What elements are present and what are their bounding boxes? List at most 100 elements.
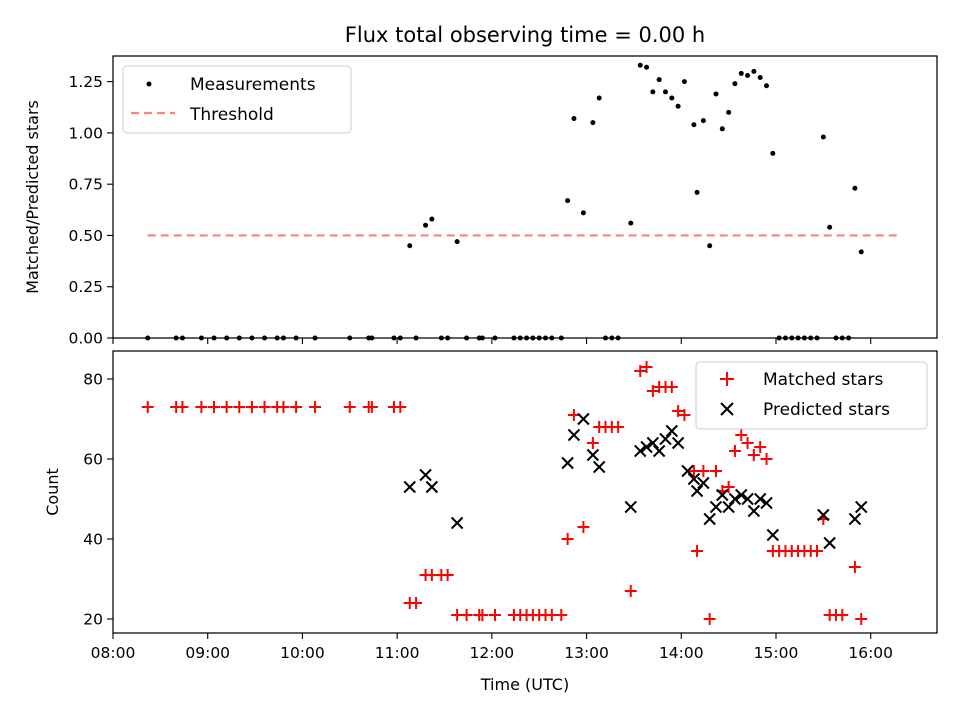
legend-threshold-label: Threshold [189, 105, 274, 125]
matched-star-point [195, 401, 208, 413]
measurement-point [738, 70, 744, 76]
matched-star-point [460, 609, 473, 621]
measurement-point [700, 118, 706, 124]
chart-title: Flux total observing time = 0.00 h [345, 23, 705, 47]
measurement-point [770, 150, 776, 156]
matched-star-point [754, 441, 767, 453]
legend-measurements-marker [146, 81, 152, 87]
bottom-axes-frame [112, 350, 938, 634]
predicted-star-point [592, 460, 606, 474]
bottom-xtick-label: 14:00 [659, 644, 704, 662]
predicted-star-point [747, 504, 761, 518]
measurement-point [707, 243, 713, 249]
bottom-xtick-label: 08:00 [91, 644, 136, 662]
measurement-point [644, 64, 650, 70]
measurement-point [827, 224, 833, 230]
bottom-xtick-label: 11:00 [375, 644, 420, 662]
matched-star-point [245, 401, 258, 413]
predicted-star-point [722, 500, 735, 514]
predicted-star-point [735, 488, 748, 502]
measurement-point [656, 77, 662, 83]
matched-star-point [678, 409, 691, 421]
predicted-star-point [634, 444, 647, 458]
measurement-point [565, 198, 571, 204]
matched-star-point [586, 437, 599, 449]
matched-star-point [722, 481, 735, 493]
matched-star-point [747, 449, 760, 461]
measurement-point [675, 103, 681, 109]
measurement-point [454, 239, 460, 245]
measurement-point [407, 243, 413, 249]
measurement-point [858, 249, 864, 255]
top-ytick-label: 0.00 [68, 330, 103, 348]
measurement-point [726, 109, 732, 115]
predicted-star-point [760, 496, 773, 510]
measurement-point [820, 134, 826, 140]
predicted-star-point [681, 464, 694, 478]
predicted-star-point [848, 512, 862, 526]
measurement-point [852, 185, 858, 191]
matched-star-point [290, 401, 303, 413]
matched-star-point [848, 561, 861, 573]
measurement-point [637, 62, 643, 68]
predicted-star-point [403, 480, 416, 494]
predicted-star-point [567, 428, 581, 442]
legend-matched-label: Matched stars [763, 370, 883, 390]
predicted-star-point [709, 500, 723, 514]
predicted-star-point [716, 488, 729, 502]
measurement-point [757, 75, 763, 81]
measurement-point [596, 95, 602, 101]
matched-star-point [441, 569, 454, 581]
matched-star-point [646, 385, 659, 397]
top-panel: 0.00 0.25 0.50 0.75 1.00 1.25 Matched/Predict… [23, 55, 938, 348]
legend-measurements-label: Measurements [190, 75, 316, 95]
matched-star-point [855, 613, 868, 625]
predicted-star-point [425, 480, 439, 494]
legend-predicted-marker [720, 402, 734, 416]
predicted-star-point [671, 436, 685, 450]
predicted-star-point [817, 508, 830, 522]
top-y-ticks: 0.00 0.25 0.50 0.75 1.00 1.25 [68, 73, 872, 348]
matched-star-point [343, 401, 356, 413]
bottom-panel: 20 40 60 80 08:00 09:00 10:00 11:00 12:00 13:00 1… [43, 350, 938, 694]
measurement-point [745, 72, 751, 78]
predicted-star-point [687, 472, 701, 486]
matched-star-point [640, 361, 653, 373]
bottom-y-axis-label: Count [43, 468, 62, 516]
matched-star-point [624, 585, 637, 597]
measurement-point [691, 122, 697, 128]
bottom-xtick-label: 12:00 [470, 644, 515, 662]
predicted-star-point [703, 512, 716, 526]
matched-star-point [612, 421, 625, 433]
bottom-y-ticks: 20 40 60 80 [83, 371, 113, 629]
predicted-star-point [652, 444, 666, 458]
predicted-star-point [690, 484, 704, 498]
matched-star-point [567, 409, 580, 421]
measurement-point [580, 210, 586, 216]
matched-star-point [634, 365, 647, 377]
measurement-point [732, 81, 738, 87]
measurement-point [628, 220, 634, 226]
x-axis-label: Time (UTC) [480, 675, 569, 694]
bottom-ytick-label: 80 [83, 371, 103, 389]
predicted-star-point [624, 500, 637, 514]
matched-star-point [741, 437, 754, 449]
top-ytick-label: 0.75 [68, 176, 103, 194]
top-axes-frame [112, 55, 938, 339]
matched-star-point [555, 609, 568, 621]
measurement-point [694, 189, 700, 195]
predicted-star-point [640, 440, 653, 454]
predicted-star-point [766, 528, 780, 542]
matched-star-point [176, 401, 189, 413]
bottom-xtick-label: 13:00 [564, 644, 609, 662]
top-y-axis-label: Matched/Predicted stars [23, 100, 42, 294]
matched-star-point [691, 545, 704, 557]
top-ytick-label: 0.50 [68, 227, 103, 245]
matched-star-point [728, 445, 741, 457]
bottom-ytick-label: 60 [83, 451, 103, 469]
matched-star-point [760, 453, 773, 465]
top-ytick-label: 1.00 [68, 124, 103, 142]
matched-star-point [577, 521, 590, 533]
matched-star-point [394, 401, 407, 413]
